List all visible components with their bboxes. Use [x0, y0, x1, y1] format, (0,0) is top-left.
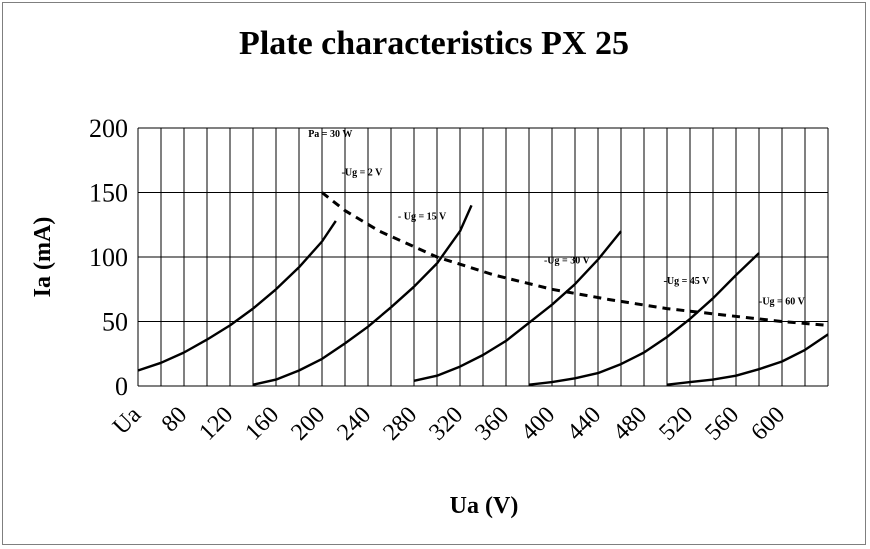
y-tick-label: 150	[89, 179, 128, 208]
x-tick-label: 200	[286, 402, 330, 446]
curve-annotation: -Ug = 60 V	[759, 297, 806, 308]
x-tick-label: 400	[516, 402, 560, 446]
x-tick-label: 520	[654, 402, 698, 446]
x-tick-label: 160	[240, 402, 284, 446]
series-line-ug-45-v	[528, 252, 760, 386]
curve-annotation: -Ug = 30 V	[544, 255, 591, 266]
series-group	[137, 191, 829, 386]
x-tick-label: 360	[470, 402, 514, 446]
x-tick-labels: Ua 80 120 160 200 240 280 320 360 400 440 480 520 560…	[108, 402, 790, 446]
x-axis-title: Ua (V)	[450, 493, 519, 519]
series-line-ug-30-v	[413, 230, 622, 382]
y-tick-label: 200	[89, 114, 128, 143]
curve-annotation: Pa = 30 W	[308, 129, 352, 140]
x-tick-label: 600	[746, 402, 790, 446]
x-tick-label: 240	[332, 402, 376, 446]
series-line-ug-15-v	[252, 204, 473, 386]
y-axis-title: Ia (mA)	[30, 217, 56, 298]
x-tick-label: 120	[194, 402, 238, 446]
grid	[137, 127, 829, 387]
curve-annotation: - Ug = 15 V	[398, 212, 447, 223]
chart-title: Plate characteristics PX 25	[239, 25, 629, 62]
y-tick-label: 100	[89, 243, 128, 272]
x-tick-label: 480	[608, 402, 652, 446]
curve-annotation: -Ug = 2 V	[342, 168, 384, 179]
curve-annotation: -Ug = 45 V	[664, 276, 711, 287]
y-tick-label: 0	[115, 372, 128, 401]
series-line-ug-2-v	[137, 220, 337, 372]
series-line-ug-60-v	[666, 333, 829, 386]
x-tick-label: 560	[700, 402, 744, 446]
x-tick-label: 320	[424, 402, 468, 446]
curve-annotations: Pa = 30 W -Ug = 2 V - Ug = 15 V -Ug = 30 V -…	[308, 129, 805, 308]
x-tick-label: 440	[562, 402, 606, 446]
series-line-pa-30-w	[321, 191, 829, 327]
x-tick-label: 80	[157, 402, 192, 437]
y-tick-label: 50	[102, 308, 128, 337]
x-tick-label: 280	[378, 402, 422, 446]
x-tick-label: Ua	[108, 402, 146, 440]
y-tick-labels: 0 50 100 150 200	[89, 114, 128, 401]
